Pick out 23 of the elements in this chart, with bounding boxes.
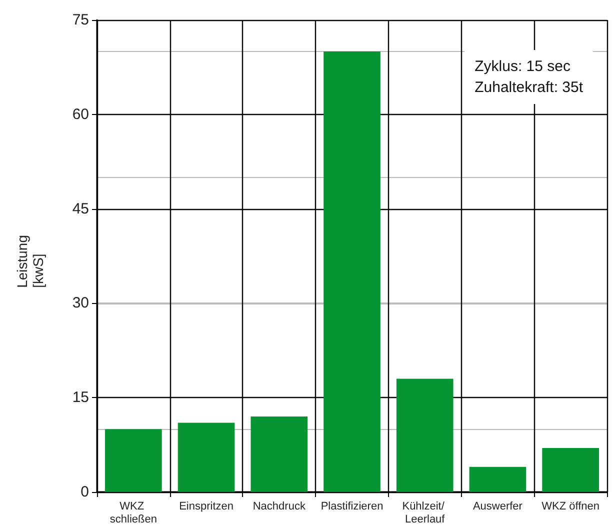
annotation: Zuhaltekraft: 35t [474, 79, 584, 96]
y-tick-label: 75 [72, 12, 89, 28]
y-tick-label: 0 [80, 484, 89, 500]
x-tick-label: Plastifizieren [320, 500, 384, 512]
x-tick-label: Kühlzeit/ Leerlauf [402, 500, 448, 526]
y-tick-label: 45 [72, 200, 89, 218]
x-tick-label: Nachdruck [252, 500, 306, 512]
y-tick-label: 60 [72, 106, 89, 123]
bar [542, 448, 599, 492]
y-axis-title: Leistung [kwS] [14, 234, 46, 288]
bar [324, 51, 380, 492]
bar [105, 429, 162, 492]
bar [178, 422, 235, 492]
bar [396, 378, 454, 492]
annotation: Zyklus: 15 sec [474, 58, 571, 75]
bar [469, 466, 526, 492]
bar [250, 416, 308, 492]
x-tick-label: Auswerfer [472, 500, 523, 512]
x-tick-label: Einspritzen [179, 500, 234, 512]
x-tick-label: WKZ öffnen [542, 500, 600, 512]
y-tick-label: 15 [72, 389, 89, 406]
x-tick-label: WKZ schließen [110, 500, 157, 526]
y-tick-label: 30 [72, 294, 89, 312]
